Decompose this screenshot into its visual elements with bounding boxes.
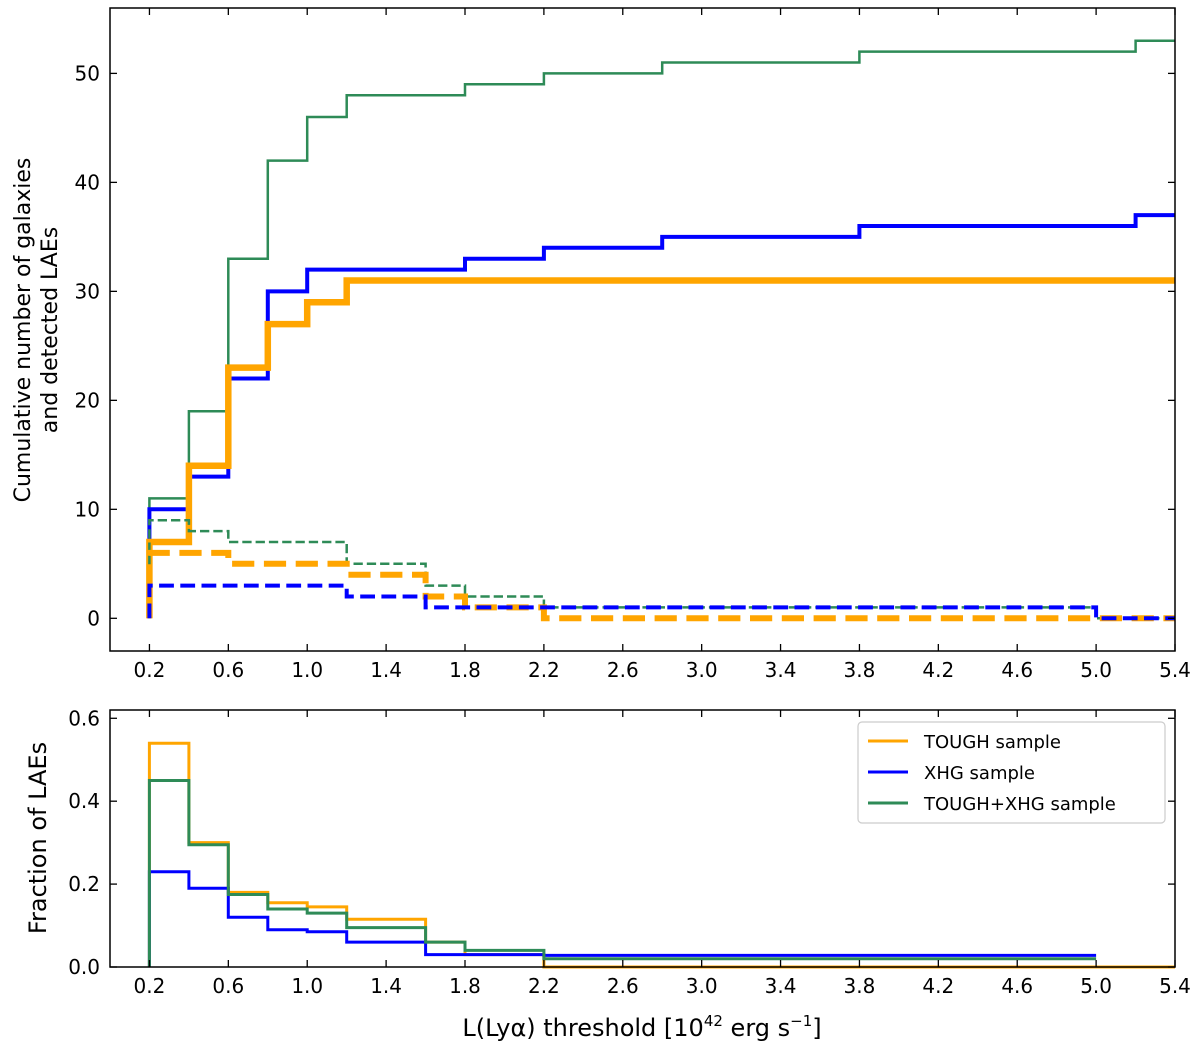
- cumulative-xtick-label: 5.0: [1080, 658, 1112, 682]
- fraction-series-group: [147, 741, 1175, 969]
- cumulative-ytick-label: 0: [87, 606, 100, 630]
- fraction-plot-frame: [109, 709, 1176, 968]
- fraction-xtick-label: 1.4: [370, 974, 402, 998]
- fraction-ticks: 0.2 0.6 1.0 1.4 1.8 2.2 2.6 3.0 3.4 3.8 4.2 4.6 5.0 5…: [68, 706, 1191, 998]
- fraction-series-xhg-sample: [147, 870, 1097, 967]
- fraction-xtick-label: 2.2: [528, 974, 560, 998]
- cumulative-ytick-label: 20: [75, 388, 100, 412]
- fraction-xtick-label: 0.6: [212, 974, 244, 998]
- legend: TOUGH sample XHG sample TOUGH+XHG sample: [857, 721, 1166, 824]
- cumulative-panel: 0.2 0.6 1.0 1.4 1.8 2.2 2.6 3.0 3.4 3.8 4.2 4.6 5.0 5…: [11, 7, 1191, 682]
- x-axis-title: L(Lyα) threshold [1042 erg s−1]: [462, 1012, 821, 1042]
- fraction-panel: 0.2 0.6 1.0 1.4 1.8 2.2 2.6 3.0 3.4 3.8 4.2 4.6 5.0 5…: [24, 706, 1191, 1042]
- cumulative-xtick-label: 3.8: [844, 658, 876, 682]
- cumulative-series-tough-galaxies: [146, 277, 1175, 619]
- cumulative-series-xhg-galaxies: [147, 213, 1175, 619]
- cumulative-ticks: 0.2 0.6 1.0 1.4 1.8 2.2 2.6 3.0 3.4 3.8 4.2 4.6 5.0 5…: [75, 8, 1191, 682]
- legend-label-tough: TOUGH sample: [923, 732, 1061, 753]
- cumulative-series-xhg-laes: [147, 583, 1175, 621]
- fraction-ytick-label: 0.0: [68, 955, 100, 979]
- cumulative-series-tough-xhg-laes: [148, 518, 1175, 620]
- cumulative-xtick-label: 1.8: [449, 658, 481, 682]
- cumulative-xtick-label: 2.6: [607, 658, 639, 682]
- fraction-ytick-label: 0.4: [68, 789, 100, 813]
- cumulative-ytick-label: 30: [75, 279, 100, 303]
- legend-label-tough-xhg: TOUGH+XHG sample: [923, 794, 1116, 815]
- legend-label-xhg: XHG sample: [924, 763, 1035, 784]
- cumulative-xtick-label: 0.2: [134, 658, 166, 682]
- fraction-xtick-label: 5.0: [1080, 974, 1112, 998]
- fraction-xtick-label: 1.0: [291, 974, 323, 998]
- cumulative-ylabel-line2: and detected LAEs: [38, 227, 63, 433]
- fraction-series-tough-xhg-sample: [147, 779, 1097, 967]
- fraction-xtick-label: 3.0: [686, 974, 718, 998]
- fraction-ytick-label: 0.6: [68, 706, 100, 730]
- cumulative-xtick-label: 0.6: [212, 658, 244, 682]
- cumulative-xtick-label: 4.2: [922, 658, 954, 682]
- fraction-xtick-label: 0.2: [134, 974, 166, 998]
- cumulative-ytick-label: 50: [75, 61, 100, 85]
- cumulative-ytick-label: 10: [75, 497, 100, 521]
- fraction-xtick-label: 1.8: [449, 974, 481, 998]
- cumulative-series-tough-xhg-galaxies: [148, 39, 1175, 619]
- cumulative-plot-frame: [109, 7, 1176, 652]
- fraction-xtick-label: 3.4: [765, 974, 797, 998]
- fraction-xtick-label: 4.2: [922, 974, 954, 998]
- cumulative-series-tough-laes: [146, 549, 1175, 622]
- legend-frame: [857, 721, 1166, 824]
- cumulative-xtick-label: 5.4: [1159, 658, 1191, 682]
- cumulative-xtick-label: 3.4: [765, 658, 797, 682]
- cumulative-xtick-label: 1.0: [291, 658, 323, 682]
- fraction-ylabel: Fraction of LAEs: [24, 742, 52, 934]
- cumulative-xtick-label: 3.0: [686, 658, 718, 682]
- fraction-xtick-label: 5.4: [1159, 974, 1191, 998]
- fraction-xtick-label: 3.8: [844, 974, 876, 998]
- cumulative-xtick-label: 2.2: [528, 658, 560, 682]
- cumulative-xtick-label: 4.6: [1001, 658, 1033, 682]
- cumulative-xtick-label: 1.4: [370, 658, 402, 682]
- fraction-ytick-label: 0.2: [68, 872, 100, 896]
- fraction-xtick-label: 2.6: [607, 974, 639, 998]
- cumulative-ylabel-line1: Cumulative number of galaxies: [11, 158, 36, 503]
- fraction-xtick-label: 4.6: [1001, 974, 1033, 998]
- cumulative-ytick-label: 40: [75, 170, 100, 194]
- cumulative-series-group: [146, 39, 1175, 622]
